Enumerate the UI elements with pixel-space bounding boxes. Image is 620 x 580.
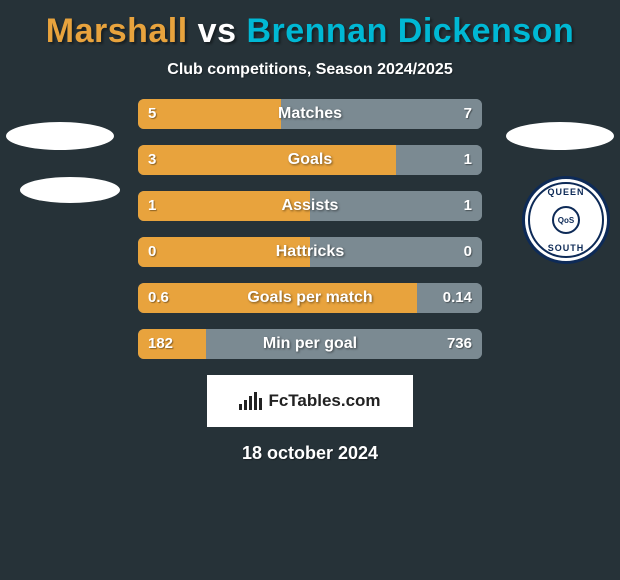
stat-label: Matches <box>138 99 482 129</box>
stat-label: Goals per match <box>138 283 482 313</box>
stat-row: 31Goals <box>138 145 482 175</box>
stat-row: 182736Min per goal <box>138 329 482 359</box>
title-vs: vs <box>198 12 237 50</box>
stat-label: Assists <box>138 191 482 221</box>
stat-label: Min per goal <box>138 329 482 359</box>
page-title: Marshall vs Brennan Dickenson <box>0 0 620 55</box>
stat-label: Hattricks <box>138 237 482 267</box>
stat-row: 11Assists <box>138 191 482 221</box>
title-player2: Brennan Dickenson <box>246 12 574 50</box>
stat-row: 57Matches <box>138 99 482 129</box>
badge-text-bottom: SOUTH <box>548 243 585 253</box>
logo-text: FcTables.com <box>268 391 380 411</box>
stat-row: 0.60.14Goals per match <box>138 283 482 313</box>
decorative-oval-right-top <box>506 122 614 150</box>
logo-bar <box>239 404 242 410</box>
decorative-oval-left-bottom <box>20 177 120 203</box>
logo-bars-icon <box>239 392 262 410</box>
logo-bar <box>259 398 262 410</box>
title-player1: Marshall <box>46 12 188 50</box>
badge-text-top: QUEEN <box>547 187 584 197</box>
subtitle: Club competitions, Season 2024/2025 <box>0 55 620 99</box>
source-logo: FcTables.com <box>207 375 413 427</box>
logo-bar <box>249 396 252 410</box>
logo-bar <box>244 400 247 410</box>
stat-row: 00Hattricks <box>138 237 482 267</box>
club-badge: QUEEN QoS SOUTH <box>522 176 610 264</box>
stats-container: 57Matches 31Goals 11Assists 00Hattricks 0.60… <box>138 99 482 359</box>
logo-bar <box>254 392 257 410</box>
date-text: 18 october 2024 <box>0 443 620 464</box>
decorative-oval-left-top <box>6 122 114 150</box>
stat-label: Goals <box>138 145 482 175</box>
